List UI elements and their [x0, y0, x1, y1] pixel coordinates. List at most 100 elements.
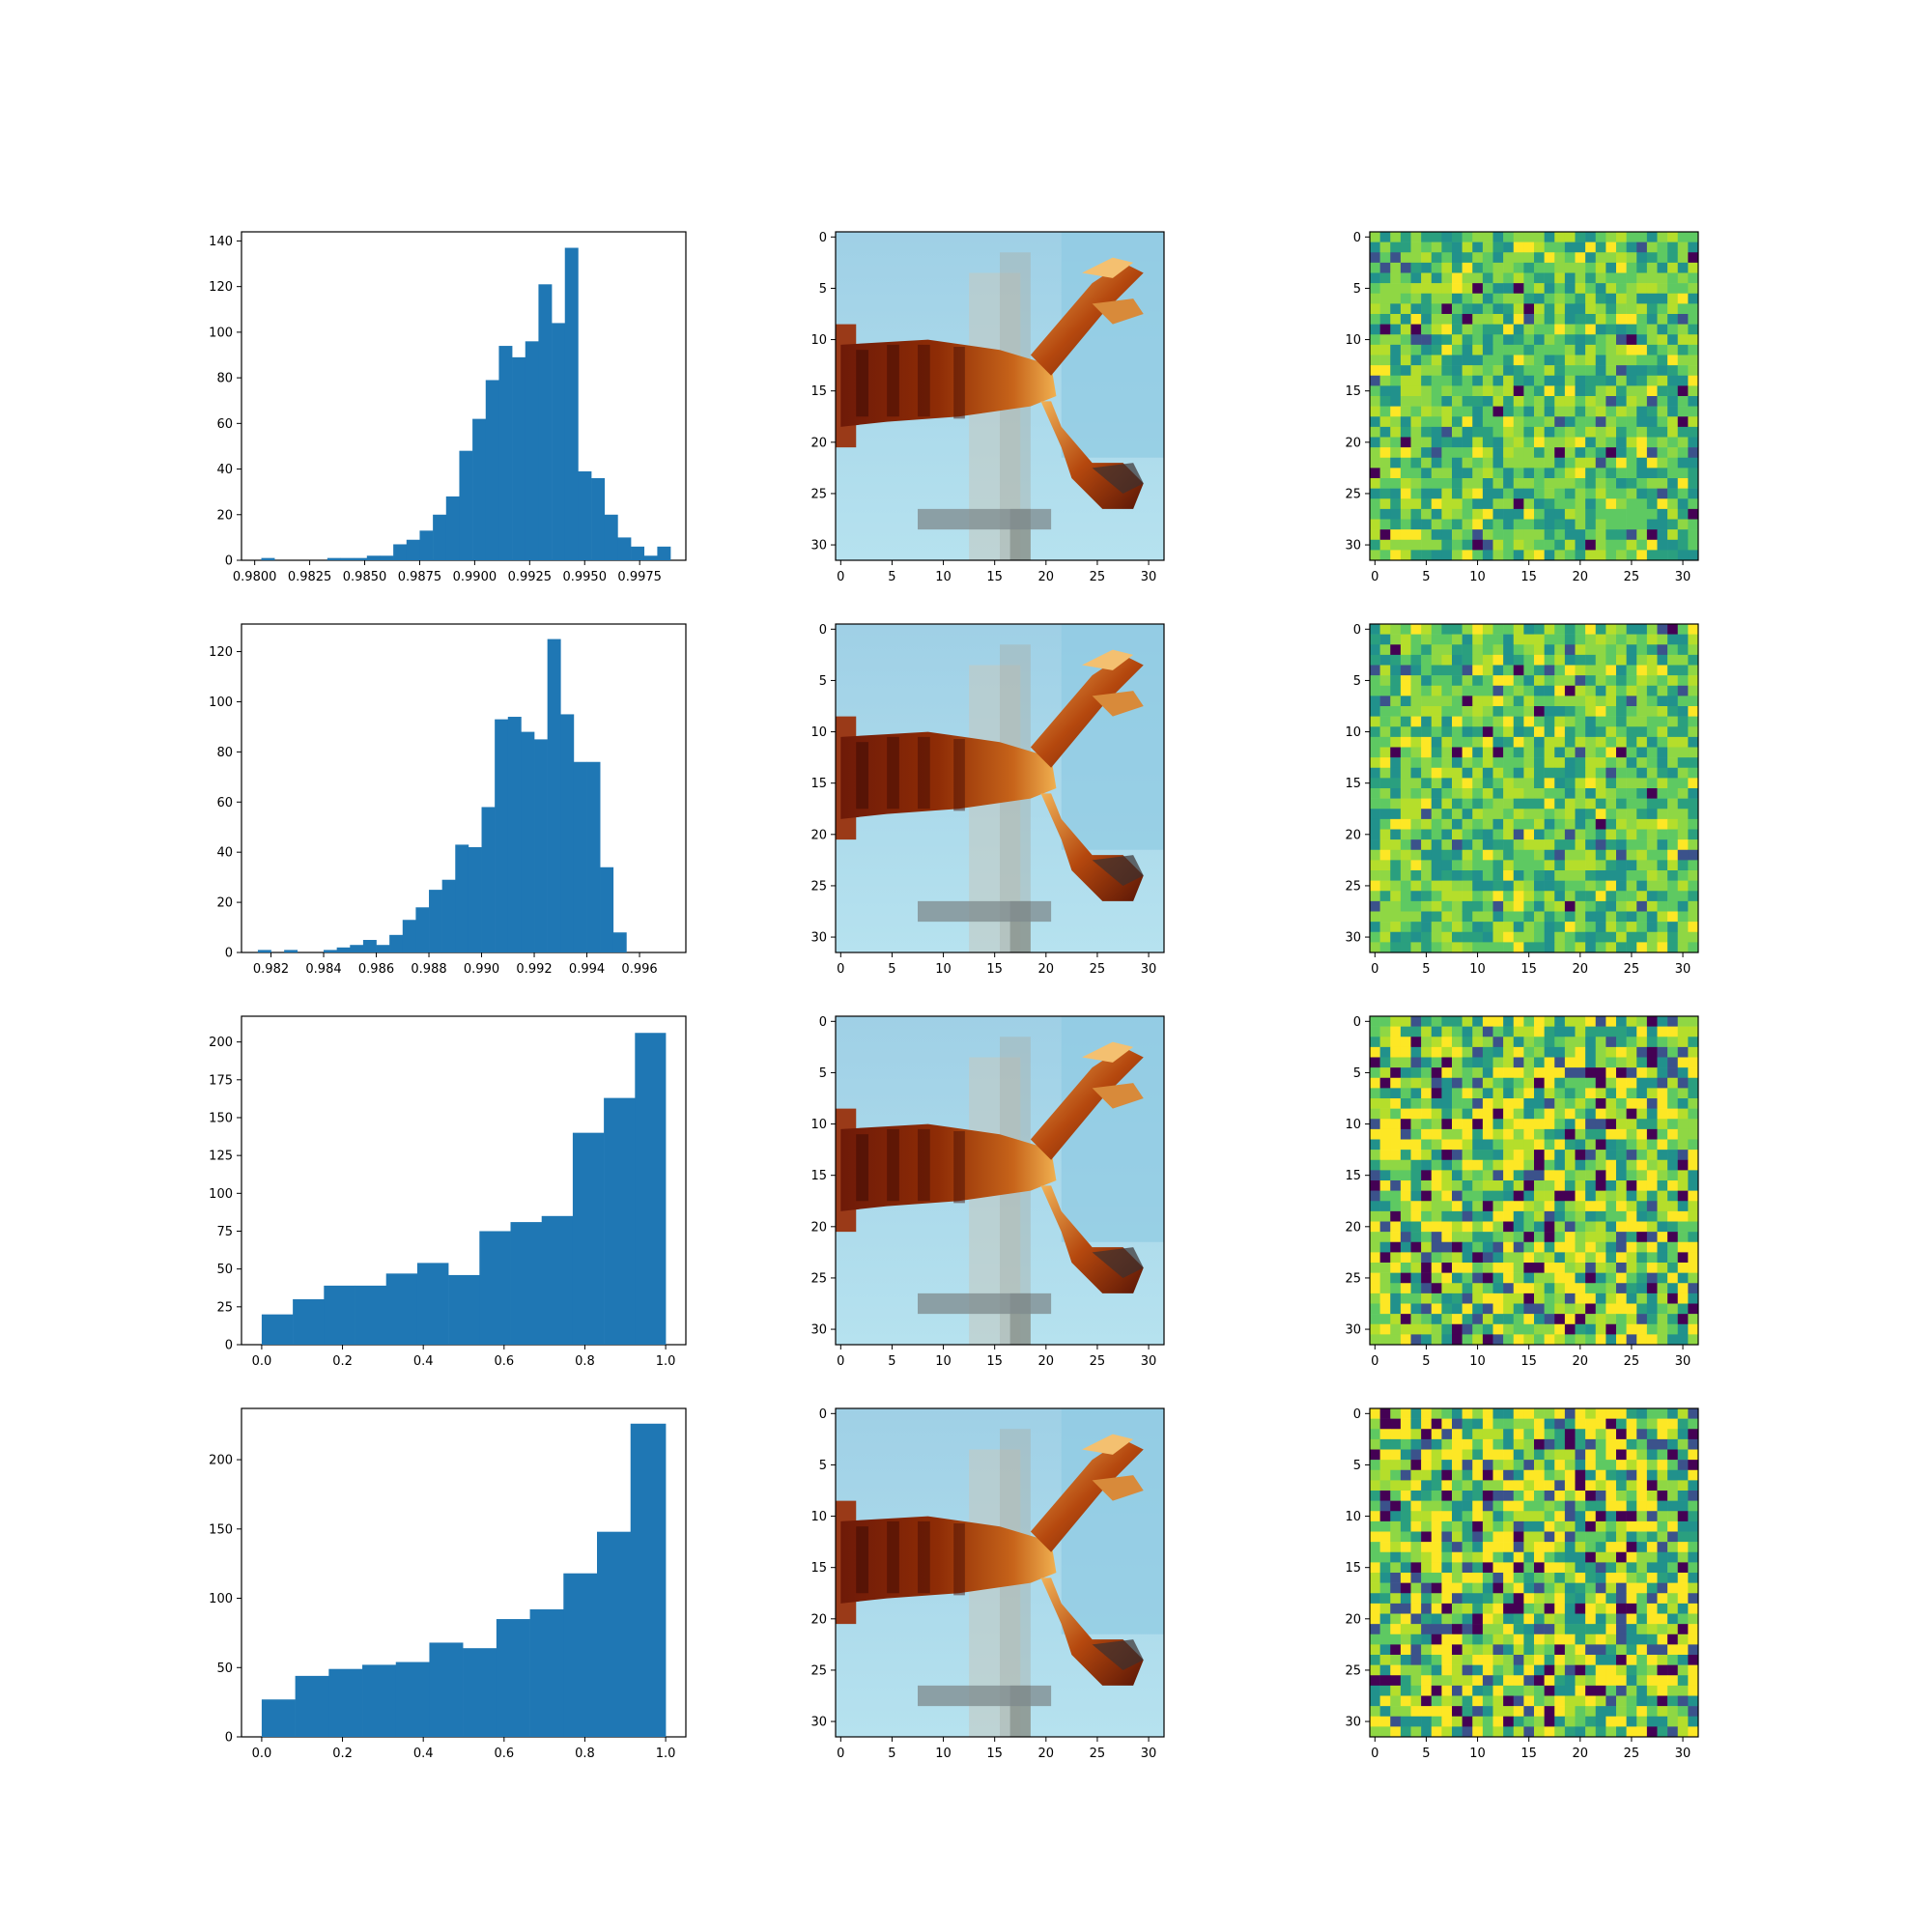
- heatmap-cell: [1575, 880, 1586, 892]
- heatmap-cell: [1595, 303, 1606, 315]
- heatmap-cell: [1667, 1303, 1679, 1315]
- heatmap-cell: [1452, 1037, 1463, 1048]
- heatmap-cell: [1482, 1128, 1493, 1140]
- heatmap-cell: [1564, 1098, 1576, 1109]
- heatmap-cell: [1492, 1232, 1504, 1243]
- heatmap-cell: [1370, 293, 1380, 304]
- heatmap-cell: [1657, 416, 1668, 428]
- heatmap-cell: [1482, 1634, 1493, 1645]
- heatmap-cell: [1431, 900, 1442, 912]
- x-axis-ticks: 0.0 0.2 0.4 0.6 0.8 1.0: [252, 1345, 675, 1369]
- heatmap-cell: [1544, 624, 1555, 635]
- heatmap-cell: [1657, 498, 1668, 510]
- heatmap-cell: [1646, 324, 1658, 335]
- heatmap-cell: [1482, 665, 1493, 676]
- heatmap-cell: [1605, 375, 1617, 386]
- heatmap-cell: [1482, 365, 1493, 377]
- heatmap-cell: [1379, 396, 1391, 407]
- heatmap-cell: [1585, 829, 1597, 840]
- heatmap-cell: [1492, 1283, 1504, 1294]
- heatmap-cell: [1554, 798, 1566, 810]
- heatmap-cell: [1379, 870, 1391, 881]
- y-tick-label: 50: [216, 1263, 233, 1277]
- heatmap-cell: [1585, 355, 1597, 366]
- heatmap-cell: [1646, 1603, 1658, 1614]
- heatmap-cell: [1646, 1098, 1658, 1109]
- heatmap-cell: [1441, 1685, 1453, 1696]
- heatmap-cell: [1636, 1128, 1648, 1140]
- heatmap-cell: [1523, 726, 1535, 738]
- heatmap-cell: [1503, 314, 1515, 325]
- heatmap-cell: [1462, 829, 1473, 840]
- heatmap-cell: [1616, 539, 1627, 551]
- heatmap-cell: [1421, 1438, 1433, 1450]
- heatmap-cell: [1472, 1170, 1484, 1181]
- heatmap-cell: [1390, 529, 1402, 541]
- heatmap-cell: [1400, 849, 1411, 861]
- heatmap-cell: [1513, 498, 1524, 510]
- heatmap-cell: [1636, 1334, 1648, 1346]
- heatmap-cell: [1534, 1210, 1545, 1222]
- heatmap-cell: [1492, 457, 1504, 469]
- x-tick-label: 0: [1371, 1747, 1378, 1761]
- heatmap-cell: [1554, 1170, 1566, 1181]
- heatmap-cell: [1472, 942, 1484, 953]
- heatmap-cell: [1534, 696, 1545, 707]
- heatmap-cell: [1677, 539, 1689, 551]
- heatmap-cell: [1390, 1119, 1402, 1130]
- heatmap-cell: [1626, 767, 1637, 779]
- heatmap-cell: [1554, 468, 1566, 479]
- heatmap-cell: [1657, 624, 1668, 635]
- heatmap-cell: [1534, 1449, 1545, 1461]
- heatmap-cell: [1462, 1180, 1473, 1191]
- heatmap-cell: [1503, 1542, 1515, 1553]
- heatmap-cell: [1390, 798, 1402, 810]
- heatmap-cell: [1370, 1232, 1380, 1243]
- histogram-bar: [340, 557, 355, 560]
- heatmap-cell: [1462, 922, 1473, 933]
- heatmap-cell: [1452, 1263, 1463, 1273]
- heatmap-cell: [1400, 262, 1411, 273]
- heatmap-cell: [1462, 406, 1473, 417]
- heatmap-cell: [1677, 1159, 1689, 1171]
- heatmap-cell: [1390, 293, 1402, 304]
- heatmap-cell: [1657, 550, 1668, 561]
- x-tick-label: 15: [986, 962, 1003, 977]
- heatmap-cell: [1400, 488, 1411, 499]
- heatmap-cell: [1677, 508, 1689, 520]
- heatmap-cell: [1472, 1241, 1484, 1253]
- heatmap-cell: [1513, 880, 1524, 892]
- heatmap-cell: [1616, 747, 1627, 758]
- heatmap-cell: [1575, 1675, 1586, 1687]
- heatmap-cell: [1544, 1531, 1555, 1543]
- heatmap-cell: [1390, 1026, 1402, 1037]
- heatmap-cell: [1554, 1252, 1566, 1264]
- heatmap-cell: [1646, 1108, 1658, 1120]
- heatmap-cell: [1441, 675, 1453, 687]
- heatmap-cell: [1564, 1418, 1576, 1430]
- heatmap-cell: [1688, 1221, 1699, 1233]
- heatmap-cell: [1462, 375, 1473, 386]
- heatmap-cell: [1452, 1026, 1463, 1037]
- heatmap-cell: [1421, 931, 1433, 943]
- heatmap-cell: [1575, 644, 1586, 656]
- y-tick-label: 30: [810, 539, 827, 554]
- heatmap-cell: [1636, 1634, 1648, 1645]
- heatmap-cell: [1554, 1603, 1566, 1614]
- heatmap-cell: [1370, 942, 1380, 953]
- heatmap-cell: [1492, 283, 1504, 295]
- heatmap-cell: [1390, 1098, 1402, 1109]
- heatmap-cell: [1452, 293, 1463, 304]
- heatmap-cell: [1379, 747, 1391, 758]
- heatmap-cell: [1544, 406, 1555, 417]
- heatmap-cell: [1523, 1593, 1535, 1605]
- heatmap-cell: [1667, 1531, 1679, 1543]
- heatmap-cell: [1400, 1046, 1411, 1058]
- heatmap-cell: [1534, 736, 1545, 748]
- histogram-bar: [521, 731, 535, 952]
- heatmap-cell: [1462, 314, 1473, 325]
- heatmap-cell: [1626, 788, 1637, 799]
- x-tick-label: 0: [837, 1747, 844, 1761]
- heatmap-cell: [1523, 314, 1535, 325]
- y-tick-label: 0: [819, 231, 827, 245]
